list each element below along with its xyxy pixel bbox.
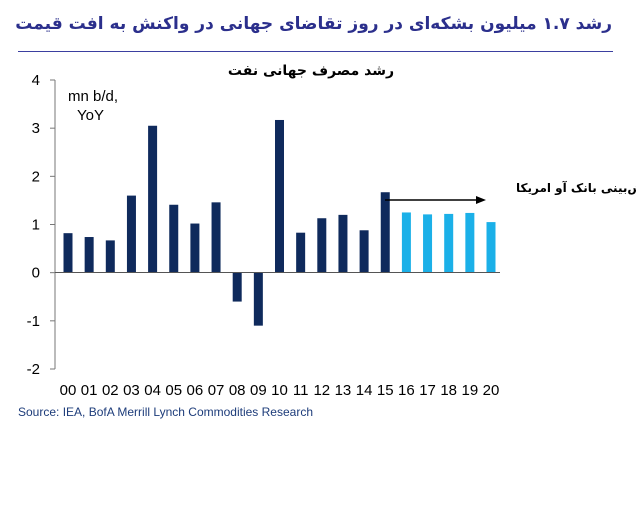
bar-07 — [211, 202, 221, 273]
x-tick-label: 02 — [102, 382, 119, 399]
x-tick-label: 07 — [208, 382, 225, 399]
unit-label-line-2: YoY — [77, 107, 104, 124]
x-tick-label: 12 — [313, 382, 330, 399]
headline: رشد ۱.۷ میلیون بشکه‌ای در روز تقاضای جها… — [15, 14, 612, 34]
bar-04 — [148, 125, 158, 273]
x-tick-label: 20 — [483, 382, 500, 399]
x-tick-label: 13 — [335, 382, 352, 399]
forecast-arrowhead — [476, 196, 486, 204]
unit-label-line-1: mn b/d, — [68, 88, 118, 105]
x-tick-label: 05 — [165, 382, 182, 399]
y-tick-label: 3 — [32, 120, 40, 137]
bar-14 — [359, 230, 369, 273]
forecast-annotation: پیش‌بینی بانک آو امریکا — [516, 180, 636, 196]
x-tick-label: 01 — [81, 382, 98, 399]
bar-09 — [253, 272, 263, 326]
x-tick-label: 14 — [356, 382, 373, 399]
x-tick-label: 09 — [250, 382, 267, 399]
bar-06 — [190, 223, 200, 273]
chart-title: رشد مصرف جهانی نفت — [228, 63, 394, 79]
bar-08 — [232, 272, 242, 302]
bar-11 — [296, 232, 306, 273]
x-tick-label: 16 — [398, 382, 415, 399]
y-tick-label: -2 — [27, 361, 40, 378]
x-tick-label: 15 — [377, 382, 394, 399]
bar-03 — [126, 195, 136, 273]
bar-20 — [486, 222, 496, 273]
x-tick-label: 00 — [60, 382, 77, 399]
bar-02 — [105, 240, 115, 273]
bar-00 — [63, 233, 73, 273]
y-tick-label: 2 — [32, 168, 40, 185]
headline-divider — [18, 51, 613, 52]
x-tick-label: 19 — [462, 382, 479, 399]
y-tick-label: 0 — [32, 265, 40, 282]
oil-demand-chart: رشد مصرف جهانی نفت mn b/d, YoY 43210-1-2… — [27, 63, 636, 399]
bar-05 — [169, 204, 179, 273]
x-tick-label: 10 — [271, 382, 288, 399]
x-tick-label: 06 — [187, 382, 204, 399]
bar-15 — [380, 192, 390, 273]
y-tick-label: 4 — [32, 72, 40, 89]
y-tick-label: -1 — [27, 313, 40, 330]
x-tick-label: 08 — [229, 382, 246, 399]
x-tick-label: 03 — [123, 382, 140, 399]
bar-01 — [84, 237, 94, 273]
x-tick-label: 18 — [440, 382, 457, 399]
x-tick-label: 17 — [419, 382, 436, 399]
bar-17 — [423, 214, 433, 273]
bar-19 — [465, 212, 475, 273]
bar-13 — [338, 214, 348, 273]
bar-12 — [317, 218, 327, 273]
bar-18 — [444, 213, 454, 273]
x-tick-label: 04 — [144, 382, 161, 399]
x-tick-label: 11 — [293, 382, 309, 399]
bar-10 — [275, 119, 284, 273]
bar-16 — [401, 212, 411, 273]
source-note: Source: IEA, BofA Merrill Lynch Commodit… — [18, 405, 314, 419]
y-tick-label: 1 — [32, 217, 40, 234]
